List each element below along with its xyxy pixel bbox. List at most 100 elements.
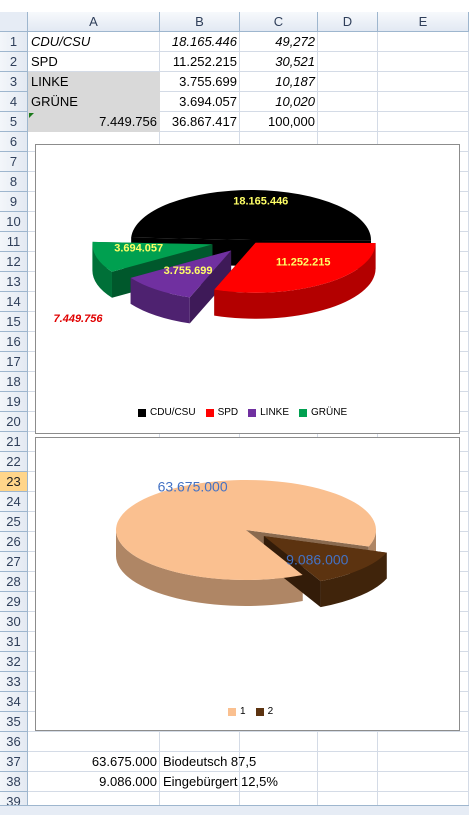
grid-row-line: [28, 71, 469, 72]
legend-entry-1: CDU/CSU: [138, 407, 196, 418]
row-header-22[interactable]: 22: [0, 452, 28, 472]
row-header-33[interactable]: 33: [0, 672, 28, 692]
cell-c2[interactable]: 30,521: [275, 54, 315, 69]
row-header-11[interactable]: 11: [0, 232, 28, 252]
cell-b4[interactable]: 3.694.057: [179, 94, 237, 109]
row-header-18[interactable]: 18: [0, 372, 28, 392]
row-header-15[interactable]: 15: [0, 312, 28, 332]
row-header-27[interactable]: 27: [0, 552, 28, 572]
legend-entry-1: 1: [228, 706, 246, 717]
row-header-24[interactable]: 24: [0, 492, 28, 512]
row-header-12[interactable]: 12: [0, 252, 28, 272]
cell-a2[interactable]: SPD: [31, 54, 58, 69]
cell-b5[interactable]: 36.867.417: [171, 114, 237, 129]
column-header-d[interactable]: D: [318, 12, 378, 32]
pie-slice-gr-ne[interactable]: [92, 241, 213, 272]
row-header-7[interactable]: 7: [0, 152, 28, 172]
row-header-19[interactable]: 19: [0, 392, 28, 412]
row-header-26[interactable]: 26: [0, 532, 28, 552]
error-indicator-triangle: [29, 113, 34, 118]
extra-data-label: 7.449.756: [54, 313, 104, 325]
grid-row-line: [28, 731, 469, 732]
row-header-8[interactable]: 8: [0, 172, 28, 192]
pie-slice-2[interactable]: [263, 536, 387, 582]
row-header-29[interactable]: 29: [0, 592, 28, 612]
legend-swatch: [299, 408, 308, 417]
row-header-31[interactable]: 31: [0, 632, 28, 652]
row-header-36[interactable]: 36: [0, 732, 28, 752]
legend-label: LINKE: [260, 407, 290, 418]
cell-c3[interactable]: 10,187: [275, 74, 315, 89]
cell-c1[interactable]: 49,272: [275, 34, 315, 49]
row-header-16[interactable]: 16: [0, 332, 28, 352]
row-header-13[interactable]: 13: [0, 272, 28, 292]
cell-a4[interactable]: GRÜNE: [28, 92, 160, 112]
row-header-10[interactable]: 10: [0, 212, 28, 232]
select-all-corner[interactable]: [0, 12, 28, 32]
grid-row-line: [28, 131, 469, 132]
row-header-14[interactable]: 14: [0, 292, 28, 312]
legend-swatch: [248, 408, 257, 417]
sheet-tabs-bar[interactable]: [0, 805, 469, 815]
grid-row-line: [28, 111, 469, 112]
column-header-b[interactable]: B: [160, 12, 240, 32]
cell-a37[interactable]: 63.675.000: [91, 754, 157, 769]
row-header-9[interactable]: 9: [0, 192, 28, 212]
cell-b3[interactable]: 3.755.699: [179, 74, 237, 89]
row-header-4[interactable]: 4: [0, 92, 28, 112]
row-header-32[interactable]: 32: [0, 652, 28, 672]
legend-swatch: [228, 707, 236, 716]
row-header-17[interactable]: 17: [0, 352, 28, 372]
cell-a38[interactable]: 9.086.000: [99, 774, 157, 789]
row-header-5[interactable]: 5: [0, 112, 28, 132]
row-header-34[interactable]: 34: [0, 692, 28, 712]
cell-b2[interactable]: 11.252.215: [172, 54, 237, 69]
pie-slice-cdu-csu[interactable]: [131, 189, 371, 241]
row-header-28[interactable]: 28: [0, 572, 28, 592]
cell-b1[interactable]: 18.165.446: [171, 34, 237, 49]
column-header-a[interactable]: A: [28, 12, 160, 32]
row-header-1[interactable]: 1: [0, 32, 28, 52]
row-header-37[interactable]: 37: [0, 752, 28, 772]
column-header-e[interactable]: E: [378, 12, 469, 32]
row-header-38[interactable]: 38: [0, 772, 28, 792]
grid-row-line: [28, 771, 469, 772]
cell-b37[interactable]: Biodeutsch 87,5: [163, 754, 257, 769]
legend-swatch: [138, 408, 146, 417]
legend-label: 1: [240, 706, 246, 717]
row-header-6[interactable]: 6: [0, 132, 28, 152]
chart-election-results[interactable]: 18.165.446 11.252.215 3.755.699 3.694.057 7.…: [35, 144, 460, 434]
row-header-30[interactable]: 30: [0, 612, 28, 632]
row-header-20[interactable]: 20: [0, 412, 28, 432]
data-label-1: 18.165.446: [233, 196, 288, 208]
cell-c4[interactable]: 10,020: [275, 94, 315, 109]
pie-slice-spd[interactable]: [214, 242, 376, 293]
pie-slice-linke[interactable]: [130, 250, 232, 298]
row-header-3[interactable]: 3: [0, 72, 28, 92]
row-header-23[interactable]: 23: [0, 472, 28, 492]
pie-slice-1[interactable]: [116, 480, 377, 580]
column-header-c[interactable]: C: [240, 12, 318, 32]
grid-row-line: [28, 51, 469, 52]
cell-a5[interactable]: 7.449.756: [28, 112, 160, 132]
legend-label: GRÜNE: [311, 407, 348, 418]
pie-chart-3d-population: 63.675.000 9.086.000: [116, 479, 387, 608]
grid-row-line: [28, 91, 469, 92]
row-header-21[interactable]: 21: [0, 432, 28, 452]
cell-a3[interactable]: LINKE: [28, 72, 160, 92]
grid-row-line: [28, 791, 469, 792]
legend-swatch: [205, 408, 214, 417]
row-header-25[interactable]: 25: [0, 512, 28, 532]
data-label-3: 3.755.699: [164, 265, 213, 277]
cell-c5[interactable]: 100,000: [268, 114, 315, 129]
legend-label: CDU/CSU: [150, 407, 196, 418]
legend-entry-2: 2: [255, 706, 273, 717]
cell-a1[interactable]: CDU/CSU: [31, 34, 91, 49]
row-header-35[interactable]: 35: [0, 712, 28, 732]
row-header-2[interactable]: 2: [0, 52, 28, 72]
chart-legend: CDU/CSU SPD LINKE GRÜNE: [138, 407, 357, 418]
cell-b38[interactable]: Eingebürgert 12,5%: [163, 774, 278, 789]
